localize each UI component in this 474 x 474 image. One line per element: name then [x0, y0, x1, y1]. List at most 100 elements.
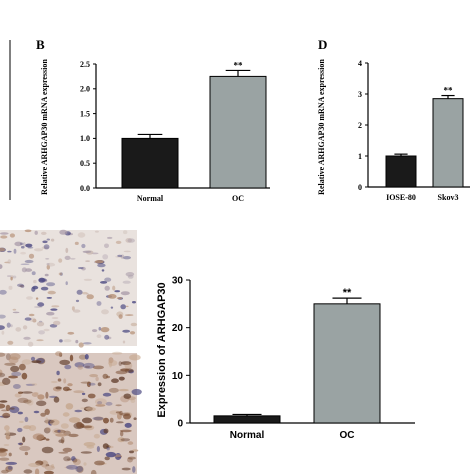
tissue-cell [33, 410, 40, 414]
tissue-cell [0, 314, 6, 319]
tissue-cell [63, 456, 71, 462]
tissue-cell [46, 282, 56, 287]
tissue-cell [123, 393, 132, 399]
tissue-cell [127, 456, 136, 460]
tissue-cell [67, 383, 73, 387]
tissue-cell [111, 351, 123, 355]
tissue-cell [9, 406, 20, 414]
tissue-cell [73, 309, 81, 313]
tissue-cell [15, 327, 22, 332]
tissue-cell [28, 313, 35, 317]
tissue-cell [10, 276, 13, 281]
tissue-cell [63, 339, 72, 343]
tissue-cell [81, 392, 86, 396]
chart-b-ylabel: Relative ARHGAP30 mRNA expression [40, 59, 49, 195]
tissue-cell [97, 382, 102, 387]
tissue-cell [124, 422, 132, 428]
tissue-cell [60, 436, 65, 444]
tissue-cell [0, 403, 6, 409]
tissue-cell [28, 253, 35, 259]
tissue-cell [46, 263, 50, 265]
tissue-cell [34, 248, 43, 252]
tissue-cell [44, 419, 55, 424]
tissue-cell [11, 371, 22, 377]
tissue-cell [0, 325, 5, 330]
tissue-cell [36, 339, 44, 342]
tissue-cell [51, 305, 60, 308]
tissue-cell [0, 352, 6, 357]
tissue-cell [96, 334, 102, 339]
tissue-cell [82, 250, 92, 253]
tissue-cell [122, 329, 131, 333]
tissue-cell [53, 320, 61, 326]
tissue-cell [132, 301, 136, 304]
tissue-cell [27, 247, 34, 249]
tissue-cell [24, 229, 32, 233]
tissue-cell [53, 396, 60, 403]
ihc-micrograph-normal [0, 229, 138, 348]
tissue-cell [66, 458, 73, 461]
tissue-cell [21, 267, 27, 273]
tissue-cell [57, 429, 61, 433]
tissue-cell [3, 444, 10, 446]
chart-d-bar-skov3 [432, 98, 464, 188]
tissue-cell [38, 278, 47, 282]
chart-b-y-tick-label: 0.5 [80, 159, 90, 168]
tissue-cell [123, 230, 128, 235]
tissue-cell [63, 378, 67, 384]
tissue-cell [94, 460, 105, 466]
chart-b-y-tick-label: 1.0 [80, 134, 90, 143]
tissue-cell [23, 469, 33, 474]
tissue-cell [0, 369, 3, 376]
tissue-cell [10, 365, 20, 373]
tissue-cell [27, 341, 34, 347]
tissue-cell [18, 391, 23, 394]
tissue-cell [101, 309, 109, 315]
tissue-cell [46, 297, 52, 299]
tissue-cell [80, 381, 92, 384]
tissue-cell [74, 241, 79, 245]
tissue-cell [104, 277, 112, 282]
tissue-cell [95, 398, 107, 406]
tissue-cell [104, 456, 110, 461]
tissue-cell [102, 373, 109, 379]
tissue-cell [121, 467, 131, 471]
tissue-cell [62, 412, 70, 417]
tissue-cell [10, 324, 13, 328]
tissue-cell [117, 437, 125, 443]
tissue-cell [78, 342, 84, 348]
tissue-cell [34, 468, 40, 474]
tissue-cell [9, 353, 21, 360]
tissue-cell [58, 439, 65, 444]
tissue-cell [118, 361, 123, 366]
tissue-cell [43, 470, 54, 474]
tissue-cell [75, 299, 80, 303]
tissue-cell [46, 238, 50, 241]
chart-d-y-tick-label: 4 [358, 59, 362, 68]
tissue-cell [14, 393, 22, 398]
chart-d-y-tick-label: 2 [358, 121, 362, 130]
tissue-cell [28, 462, 40, 468]
tissue-cell [46, 311, 55, 316]
tissue-cell [21, 391, 33, 394]
tissue-cell [120, 361, 132, 365]
chart-bottom-bar-normal [213, 415, 281, 424]
tissue-cell [103, 417, 109, 424]
tissue-cell [68, 433, 79, 438]
tissue-cell [65, 403, 74, 410]
tissue-cell [88, 382, 96, 386]
tissue-cell [0, 235, 8, 239]
tissue-cell [104, 285, 110, 291]
tissue-cell [101, 269, 105, 272]
tissue-cell [5, 404, 11, 412]
tissue-cell [71, 306, 75, 311]
tissue-cell [127, 457, 133, 463]
chart-bottom-y-tick-label: 20 [172, 323, 184, 334]
tissue-cell [13, 248, 17, 254]
tissue-cell [1, 409, 9, 412]
tissue-cell [115, 370, 128, 375]
tissue-cell [77, 267, 84, 269]
tissue-cell [115, 404, 122, 407]
tissue-cell [80, 407, 91, 410]
tissue-cell [104, 243, 109, 249]
